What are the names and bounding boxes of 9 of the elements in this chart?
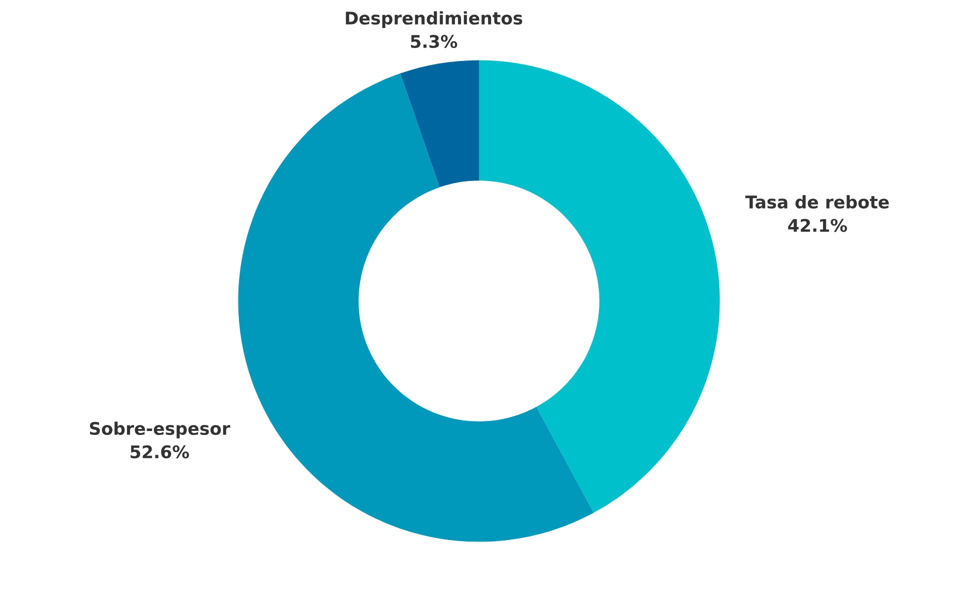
data-label: 5.3% bbox=[410, 34, 458, 48]
donut-slice bbox=[479, 60, 720, 513]
donut-slice bbox=[400, 60, 479, 188]
slice-label: Desprendimientos bbox=[346, 11, 522, 28]
slice-label: Tasa de rebote bbox=[745, 195, 889, 209]
data-label: 42.1% bbox=[788, 218, 848, 232]
data-label: 52.6% bbox=[130, 445, 189, 458]
slice-label: Sobre-espesor bbox=[90, 422, 230, 438]
donut-slice bbox=[238, 73, 594, 542]
